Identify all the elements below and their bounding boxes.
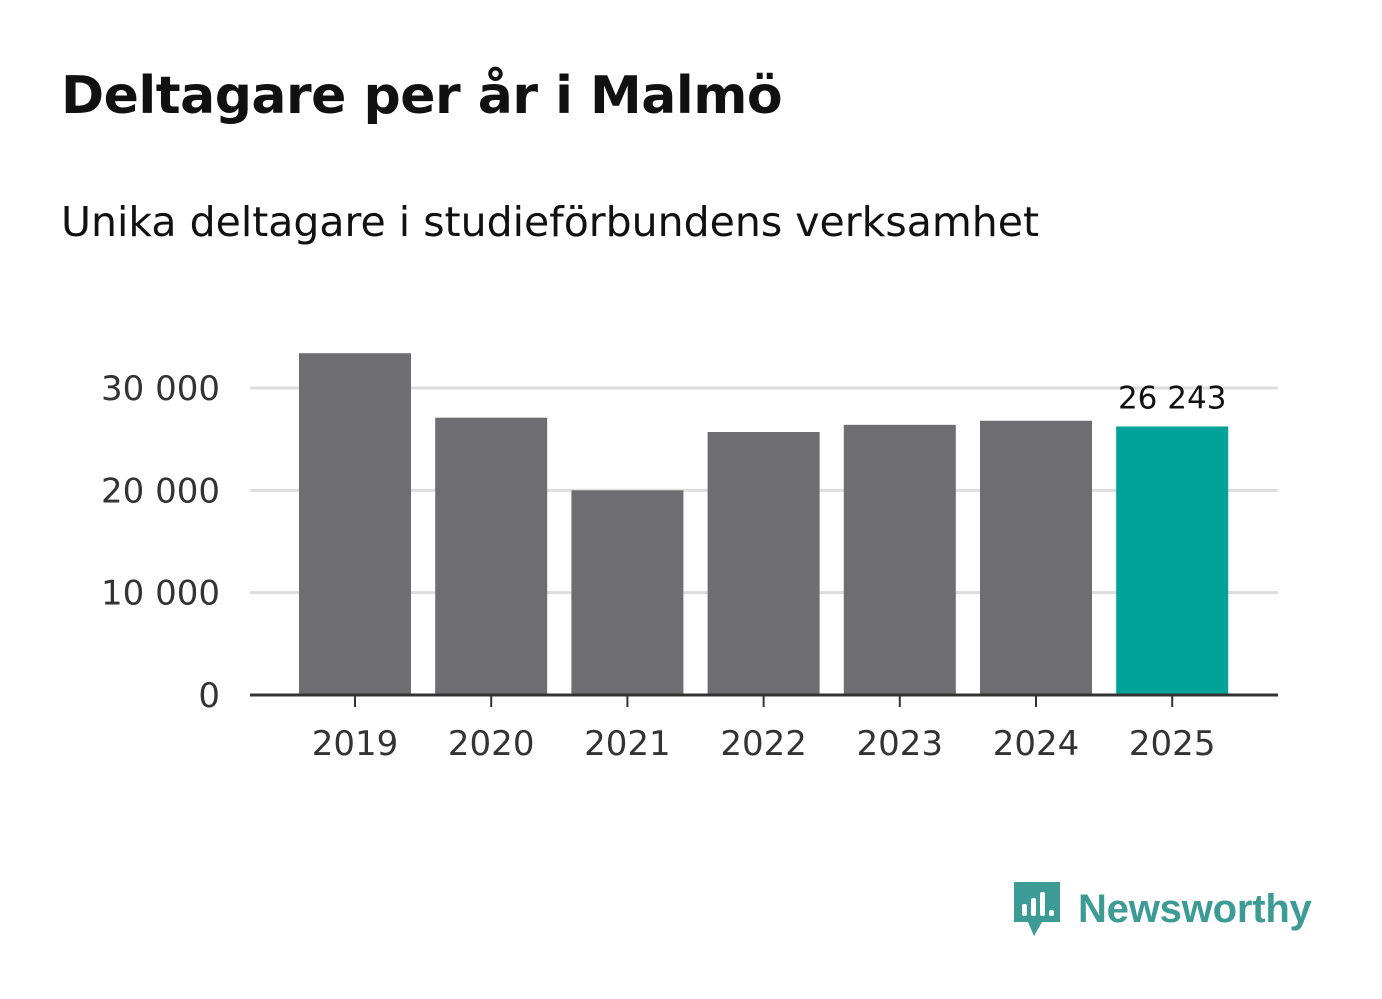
x-tick-label: 2019 [312,724,399,764]
chart-title: Deltagare per år i Malmö [61,66,783,126]
x-tick-label: 2021 [584,724,671,764]
y-tick-label: 20 000 [101,471,220,511]
y-tick-label: 0 [198,676,220,716]
newsworthy-logo[interactable]: Newsworthy [1010,878,1312,940]
bar-2021 [571,490,684,695]
bar-2022 [707,432,820,695]
bar-2024 [980,420,1092,695]
x-tick-label: 2025 [1129,724,1216,764]
newsworthy-logo-text: Newsworthy [1078,886,1312,931]
x-tick-label: 2020 [448,724,535,764]
bar-2020 [435,417,548,695]
newsworthy-logo-icon [1014,882,1060,936]
x-tick-label: 2022 [720,724,807,764]
bar-2019 [299,353,411,695]
y-tick-label: 30 000 [101,369,220,409]
data-label-highlight: 26 243 [1118,380,1226,416]
labels: 0 10 000 20 000 30 000 2019 2020 2021 2022 2023 2… [101,369,1226,764]
x-tick-label: 2024 [993,724,1080,764]
y-tick-label: 10 000 [101,574,220,614]
bar-2025 [1116,426,1229,695]
axes [250,693,1278,707]
chart-subtitle: Unika deltagare i studieförbundens verks… [61,198,1040,246]
x-tick-label: 2023 [857,724,944,764]
bar-2023 [843,424,956,695]
bars [299,353,1229,695]
